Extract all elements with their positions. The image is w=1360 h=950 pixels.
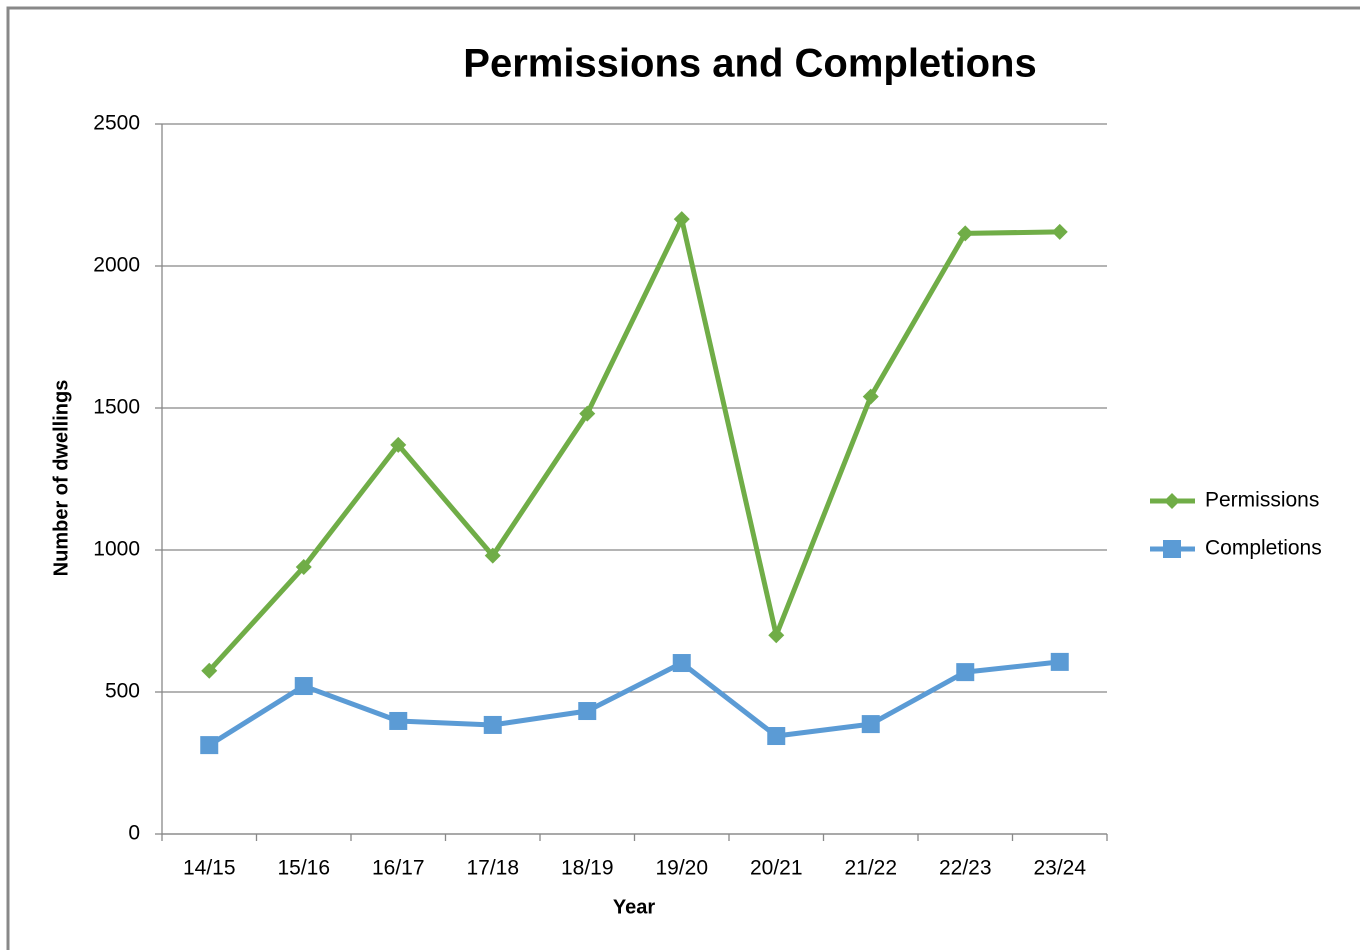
y-axis-label: Number of dwellings	[50, 380, 72, 577]
y-tick-label: 1000	[93, 538, 140, 561]
legend-label: Permissions	[1205, 489, 1319, 512]
x-tick-label: 22/23	[939, 857, 992, 880]
y-tick-label: 500	[105, 680, 140, 703]
marker	[483, 715, 502, 734]
chart-title: Permissions and Completions	[463, 42, 1036, 86]
x-tick-label: 15/16	[277, 857, 330, 880]
x-axis-label: Year	[613, 896, 655, 918]
x-tick-label: 20/21	[750, 857, 803, 880]
x-tick-label: 16/17	[372, 857, 425, 880]
marker	[200, 736, 219, 755]
marker	[672, 654, 691, 673]
marker	[484, 547, 501, 564]
series-line	[207, 659, 1061, 748]
marker	[673, 211, 690, 228]
chart-frame	[6, 6, 1360, 950]
y-tick-label: 2500	[93, 112, 140, 135]
marker	[201, 662, 218, 679]
y-tick-label: 1500	[93, 396, 140, 419]
marker	[389, 711, 408, 730]
x-tick-label: 17/18	[466, 857, 519, 880]
x-tick-label: 23/24	[1033, 857, 1086, 880]
x-tick-label: 14/15	[183, 857, 236, 880]
marker	[1164, 493, 1180, 509]
legend-label: Completions	[1205, 537, 1322, 560]
marker	[1163, 540, 1181, 558]
marker	[862, 388, 879, 405]
marker	[390, 436, 407, 453]
x-tick-label: 18/19	[561, 857, 614, 880]
x-tick-label: 21/22	[844, 857, 897, 880]
marker	[579, 405, 596, 422]
y-tick-label: 2000	[93, 254, 140, 277]
marker	[767, 727, 786, 746]
marker	[578, 702, 597, 721]
x-tick-label: 19/20	[655, 857, 708, 880]
marker	[294, 677, 313, 696]
marker	[861, 715, 880, 734]
marker	[768, 627, 785, 644]
marker	[956, 663, 975, 682]
marker	[1050, 652, 1069, 671]
y-tick-label: 0	[128, 822, 140, 845]
marker	[957, 225, 974, 242]
marker	[1051, 223, 1068, 240]
marker	[295, 559, 312, 576]
series-line	[207, 216, 1060, 673]
